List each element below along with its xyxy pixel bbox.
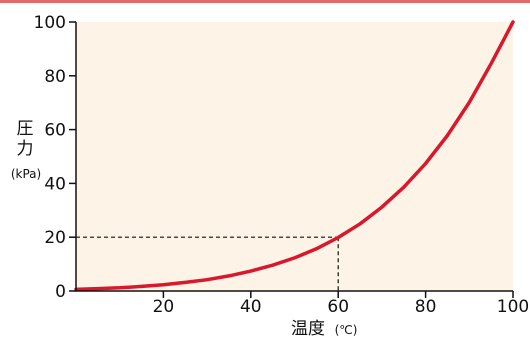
x-tick-label: 80: [415, 297, 437, 317]
y-axis-title-char-2: 力: [17, 139, 34, 159]
y-tick-label: 100: [34, 13, 66, 33]
y-tick-label: 80: [44, 67, 66, 87]
plot-area: [76, 22, 513, 291]
x-tick-label: 100: [497, 297, 529, 317]
x-tick-label: 60: [327, 297, 349, 317]
y-tick-label: 0: [55, 282, 66, 302]
x-axis-title: 温度: [291, 319, 325, 339]
y-tick-label: 40: [44, 174, 66, 194]
x-tick-label: 40: [240, 297, 262, 317]
x-tick-label: 20: [153, 297, 175, 317]
y-tick-label: 20: [44, 228, 66, 248]
y-axis-title-char-1: 圧: [17, 119, 34, 139]
top-accent-band: [0, 0, 530, 3]
y-tick-label: 60: [44, 121, 66, 141]
axes: [75, 22, 513, 292]
ticks: 0 20 40 60 80 100 20 40 60 80 100: [34, 13, 530, 317]
y-axis-unit: (kPa): [11, 167, 41, 181]
series-curve: [74, 20, 515, 292]
x-axis-unit: (℃): [335, 323, 358, 337]
reference-guides: [76, 236, 339, 291]
